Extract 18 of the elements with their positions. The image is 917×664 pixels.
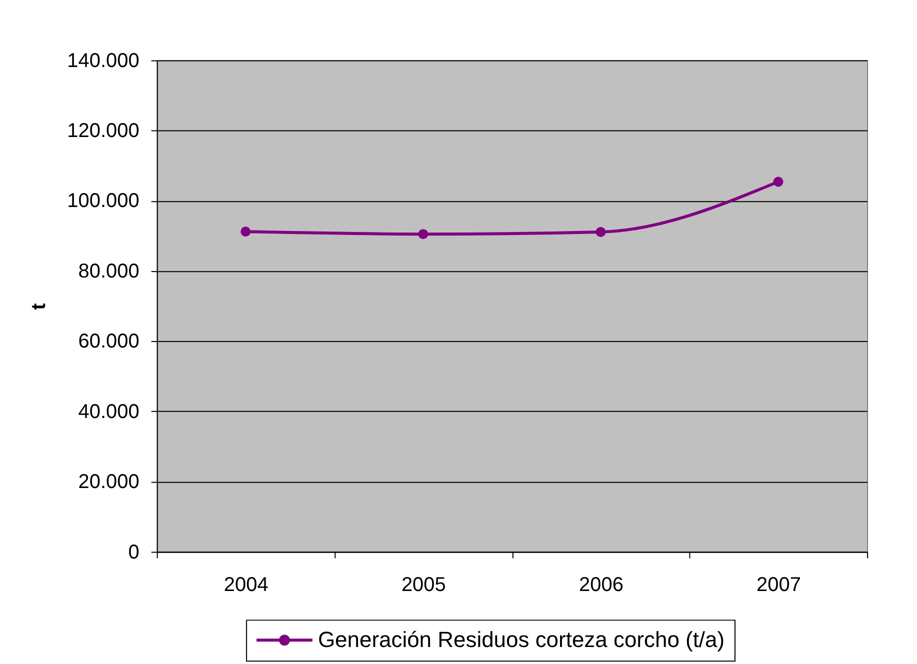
y-tick-label: 20.000 — [78, 471, 140, 494]
y-tick-label: 140.000 — [67, 50, 140, 72]
point — [240, 226, 251, 237]
y-tick-label: 60.000 — [78, 330, 140, 353]
y-tick-label: 120.000 — [67, 120, 140, 142]
y-tick-label: 40.000 — [78, 400, 140, 423]
y-tick-label: 80.000 — [78, 260, 140, 282]
y-tick-label: 0 — [128, 541, 140, 564]
y-axis-title: t — [28, 302, 50, 310]
x-tick-label: 2006 — [579, 574, 624, 596]
y-tick-label: 100.000 — [67, 190, 140, 212]
x-tick-label: 2004 — [224, 574, 268, 596]
x-tick-label: 2005 — [401, 574, 446, 596]
point — [418, 229, 428, 240]
point — [596, 226, 606, 237]
point — [773, 176, 784, 187]
legend-label: Generación Residuos corteza corcho (t/a) — [318, 627, 725, 652]
x-tick-label: 2007 — [756, 574, 801, 596]
